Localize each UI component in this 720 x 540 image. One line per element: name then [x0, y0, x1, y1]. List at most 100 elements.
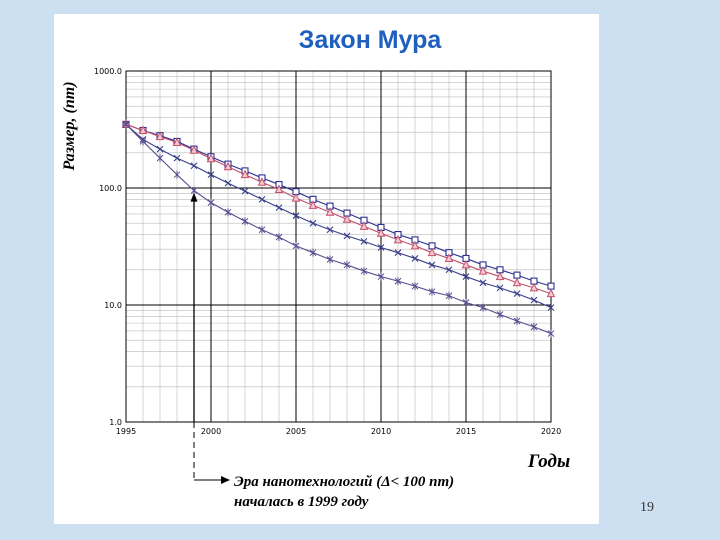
- data-point-star: [360, 267, 368, 276]
- series-layer: [121, 119, 556, 338]
- data-point-cross: [394, 249, 402, 257]
- data-point-star: [207, 198, 215, 207]
- data-point-star: [275, 233, 283, 242]
- series-line-triangle: [125, 123, 552, 295]
- major-grid: [125, 70, 552, 423]
- data-point-star: [479, 303, 487, 312]
- data-point-cross: [530, 296, 538, 304]
- data-point-star: [462, 298, 470, 307]
- data-point-star: [377, 272, 385, 281]
- nanotech-annotation: Эра нанотехнологий (Δ< 100 nm) началась …: [190, 192, 454, 510]
- annotation-arrow-head-right: [221, 476, 230, 484]
- data-point-cross: [496, 284, 504, 292]
- y-tick-label: 1000.0: [94, 67, 122, 76]
- data-point-cross: [224, 179, 232, 187]
- x-tick-label: 1995: [116, 427, 136, 436]
- data-point-star: [224, 208, 232, 217]
- plot-border: [125, 70, 552, 423]
- data-point-cross: [309, 219, 317, 227]
- data-point-triangle: [325, 207, 335, 216]
- y-axis-label: Размер, (nm): [61, 81, 78, 171]
- data-point-triangle: [444, 253, 454, 262]
- data-point-triangle: [274, 184, 284, 194]
- data-point-cross: [377, 244, 385, 251]
- data-point-star: [122, 120, 130, 129]
- data-point-cross: [241, 187, 249, 195]
- chart-panel: 1000.0 100.0 10.0 1.0 1995 2000 2005 2010 2015 20…: [54, 14, 599, 524]
- data-point-star: [411, 282, 419, 291]
- data-point-triangle: [478, 265, 488, 275]
- data-point-triangle: [240, 169, 250, 179]
- data-point-triangle: [427, 247, 437, 257]
- data-point-cross: [513, 290, 521, 298]
- data-point-square: [513, 271, 521, 279]
- data-point-cross: [258, 195, 266, 203]
- data-point-cross: [190, 162, 198, 170]
- data-point-star: [496, 310, 504, 319]
- y-tick-label: 10.0: [104, 301, 122, 310]
- x-tick-label: 2020: [541, 427, 561, 436]
- x-tick-label: 2000: [201, 427, 221, 436]
- data-point-triangle: [291, 192, 301, 202]
- data-point-star: [428, 287, 436, 296]
- data-point-star: [173, 170, 181, 179]
- data-point-triangle: [546, 288, 556, 298]
- data-point-cross: [326, 226, 334, 234]
- data-point-triangle: [223, 161, 233, 171]
- data-point-triangle: [206, 153, 216, 163]
- data-point-cross: [275, 204, 283, 211]
- series-line-cross: [125, 123, 552, 309]
- data-point-triangle: [461, 259, 471, 269]
- data-point-triangle: [172, 137, 182, 146]
- data-point-cross: [547, 304, 555, 311]
- data-point-triangle: [155, 131, 165, 141]
- data-point-star: [309, 248, 317, 257]
- annotation-text-line1: Эра нанотехнологий (Δ< 100 nm): [234, 474, 454, 490]
- x-tick-label: 2010: [371, 427, 391, 436]
- data-point-star: [394, 277, 402, 286]
- data-point-star: [530, 322, 538, 331]
- data-point-triangle: [257, 177, 267, 186]
- data-point-cross: [445, 266, 453, 274]
- chart-title: Закон Мура: [299, 26, 443, 54]
- data-point-cross: [462, 273, 470, 280]
- data-point-cross: [411, 255, 419, 262]
- data-point-triangle: [376, 228, 386, 237]
- data-point-star: [513, 316, 521, 325]
- data-point-cross: [173, 154, 181, 162]
- minor-grid: [126, 71, 551, 422]
- series-line-star: [125, 123, 552, 335]
- data-point-star: [258, 225, 266, 234]
- data-point-square: [547, 282, 555, 290]
- x-tick-label: 2005: [286, 427, 306, 436]
- annotation-arrow-head-up: [190, 192, 198, 202]
- data-point-star: [156, 154, 164, 163]
- data-point-star: [343, 260, 351, 269]
- data-point-triangle: [138, 125, 148, 135]
- data-point-cross: [428, 261, 436, 269]
- data-point-triangle: [393, 234, 403, 244]
- data-point-star: [445, 291, 453, 300]
- y-tick-label: 100.0: [99, 184, 122, 193]
- x-axis-label: Годы: [527, 451, 570, 472]
- data-point-triangle: [495, 271, 505, 281]
- y-tick-label: 1.0: [109, 418, 122, 427]
- data-point-star: [139, 137, 147, 146]
- data-point-star: [326, 255, 334, 264]
- data-point-star: [547, 329, 555, 338]
- data-point-star: [241, 217, 249, 226]
- data-point-cross: [207, 171, 215, 179]
- data-point-triangle: [189, 145, 199, 154]
- data-point-triangle: [308, 200, 318, 209]
- page-number: 19: [640, 500, 654, 515]
- data-point-triangle: [529, 282, 539, 292]
- data-point-cross: [156, 145, 164, 153]
- data-point-cross: [360, 237, 368, 245]
- data-point-triangle: [410, 240, 420, 250]
- data-point-triangle: [359, 221, 369, 230]
- x-tick-label: 2015: [456, 427, 476, 436]
- data-point-triangle: [512, 277, 522, 287]
